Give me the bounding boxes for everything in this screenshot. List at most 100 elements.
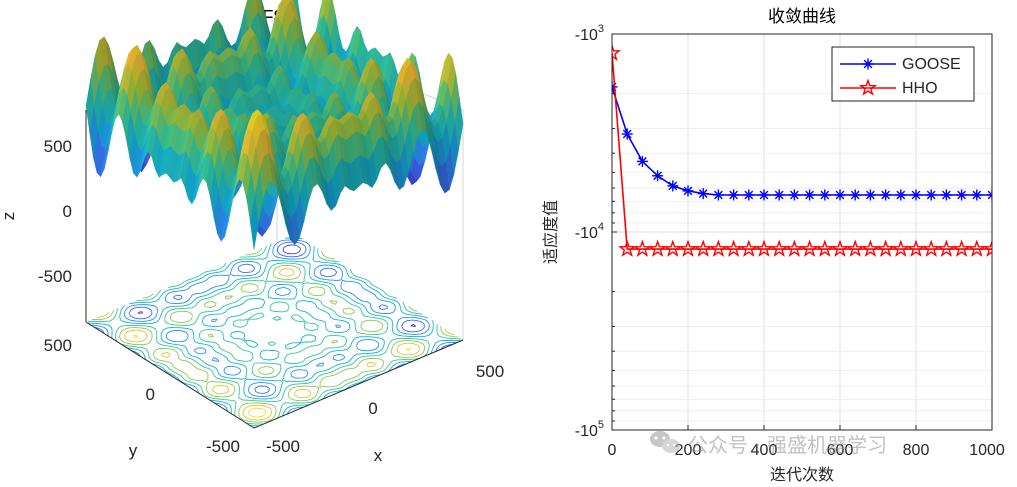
surface-facet (250, 195, 259, 250)
convergence-chart: 收敛曲线 -103 -104 -105 0 200 400 600 800 10… (541, 7, 1005, 484)
marker-hho (618, 239, 637, 257)
marker-hho (846, 239, 865, 257)
contour-line (87, 235, 462, 425)
surface-chart: F8 500 0 -500 z 500 0 -500 y -500 0 5 (0, 0, 504, 465)
marker-hho (982, 239, 992, 257)
marker-hho (770, 239, 789, 257)
marker-goose (682, 185, 694, 197)
marker-goose (728, 189, 740, 201)
series-line-hho (612, 53, 992, 250)
marker-hho (678, 239, 698, 257)
x-tick-label: 0 (608, 442, 617, 459)
legend-swatch-marker (862, 58, 874, 70)
marker-goose (773, 189, 785, 201)
y-tick-label: -104 (575, 221, 604, 242)
marker-goose (834, 189, 846, 201)
surface-mesh (85, 0, 464, 250)
legend-label: GOOSE (902, 56, 961, 73)
contour-line (137, 244, 417, 327)
contour-line (87, 237, 462, 427)
marker-goose (788, 189, 800, 201)
x-axis-label: 迭代次数 (770, 465, 834, 484)
marker-goose (758, 189, 770, 201)
x-tick-label: -500 (266, 437, 300, 456)
marker-goose (697, 188, 709, 200)
y-tick-label: 500 (44, 336, 72, 355)
contour-line (91, 234, 459, 423)
marker-hho (952, 239, 971, 257)
legend-swatches (840, 58, 896, 96)
marker-goose (956, 189, 968, 201)
surface-axes (85, 110, 464, 429)
x-tick-label: 0 (368, 399, 377, 418)
marker-hho (739, 239, 758, 257)
marker-goose (621, 128, 633, 140)
marker-goose (804, 189, 816, 201)
x-axis-line (253, 339, 464, 429)
z-tick-label: -500 (38, 267, 72, 286)
y-tick-label: -500 (206, 437, 240, 456)
marker-hho (648, 239, 667, 257)
marker-hho (785, 239, 804, 257)
marker-hho (754, 239, 774, 257)
marker-goose (895, 189, 907, 201)
marker-goose (652, 170, 664, 182)
watermark: 公众号 · 强盛机器学习 (650, 431, 887, 457)
marker-goose (819, 189, 831, 201)
marker-hho (800, 239, 819, 257)
y-axis-line (85, 321, 255, 429)
x-tick-label: 800 (903, 442, 930, 459)
marker-hho (663, 239, 682, 257)
marker-hho (830, 239, 850, 257)
contour-projection (87, 234, 462, 428)
marker-hho (612, 43, 622, 61)
y-tick-label: -103 (575, 23, 604, 44)
series-lines (612, 43, 992, 257)
marker-hho (861, 239, 880, 257)
marker-goose (986, 189, 992, 201)
marker-hho (633, 239, 652, 257)
marker-hho (906, 239, 926, 257)
marker-hho (709, 239, 728, 257)
legend-swatch-marker (858, 78, 878, 96)
marker-goose (849, 189, 861, 201)
marker-goose (880, 189, 892, 201)
legend-label: HHO (902, 80, 938, 97)
marker-goose (925, 189, 937, 201)
contour-line (96, 268, 455, 421)
marker-hho (967, 239, 986, 257)
y-tick-label: 0 (146, 385, 155, 404)
marker-goose (667, 180, 679, 192)
z-tick-label: 500 (44, 137, 72, 156)
marker-goose (971, 189, 983, 201)
marker-hho (937, 239, 956, 257)
x-axis-label: x (374, 446, 383, 465)
legend: GOOSE HHO (831, 46, 975, 102)
marker-goose (940, 189, 952, 201)
x-tick-label: 400 (751, 442, 778, 459)
x-tick-label: 1000 (969, 442, 1005, 459)
marker-goose (864, 189, 876, 201)
marker-hho (876, 239, 895, 257)
z-tick-label: 0 (63, 202, 72, 221)
convergence-title: 收敛曲线 (768, 7, 836, 27)
tick-marks (611, 33, 993, 430)
legend-box (831, 46, 975, 102)
wechat-icon (650, 431, 680, 453)
marker-goose (743, 189, 755, 201)
marker-hho (891, 239, 910, 257)
marker-hho (694, 239, 713, 257)
x-tick-label: 500 (476, 362, 504, 381)
marker-hho (815, 239, 834, 257)
marker-goose (712, 189, 724, 201)
contour-line (132, 335, 412, 418)
y-axis-label: y (129, 441, 138, 460)
y-axis-label: 适应度值 (541, 200, 560, 264)
contour-line (94, 241, 453, 394)
marker-goose (636, 155, 648, 167)
marker-hho (922, 239, 941, 257)
x-tick-label: 600 (827, 442, 854, 459)
marker-goose (910, 189, 922, 201)
watermark-text: 公众号 · 强盛机器学习 (688, 433, 887, 457)
